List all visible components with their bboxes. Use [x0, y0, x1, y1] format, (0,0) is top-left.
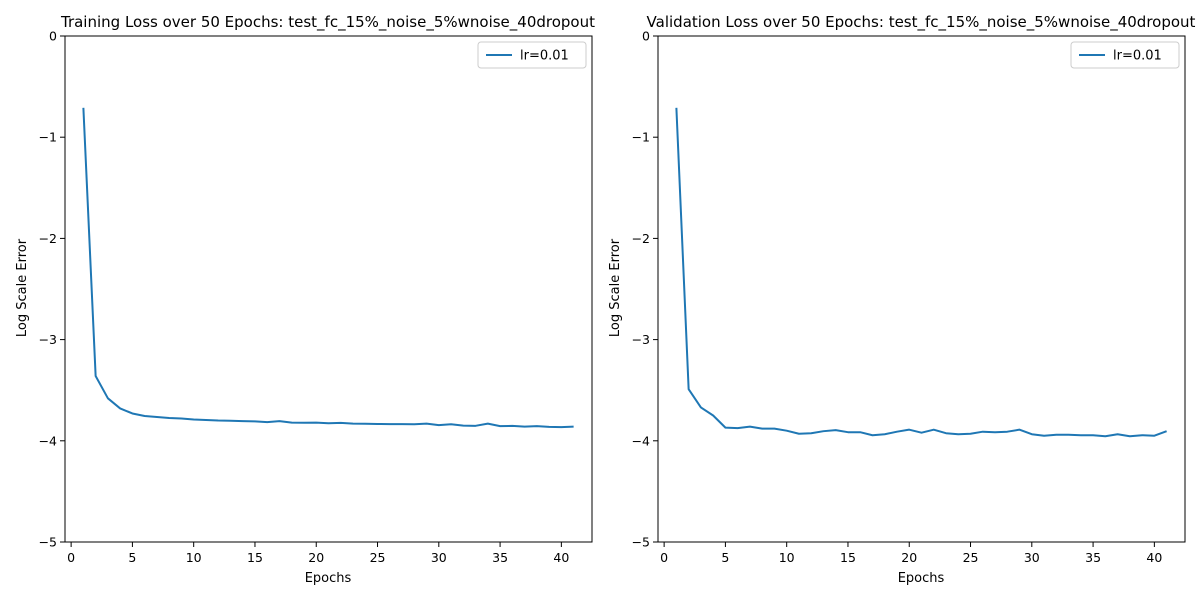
x-tick-label: 0 — [67, 550, 75, 565]
y-tick-label: −1 — [632, 130, 650, 145]
series-line — [675, 107, 1167, 438]
series-line — [82, 107, 574, 429]
x-tick-label: 30 — [1024, 550, 1040, 565]
x-tick-label: 10 — [779, 550, 795, 565]
y-tick-label: −2 — [632, 231, 650, 246]
x-tick-label: 0 — [660, 550, 668, 565]
y-tick-label: −4 — [632, 433, 650, 448]
x-axis-label: Epochs — [305, 571, 352, 586]
legend-box — [477, 41, 587, 69]
legend-label: lr=0.01 — [1113, 49, 1162, 64]
y-tick-label: −5 — [632, 535, 650, 550]
plot-frame — [657, 35, 1186, 543]
x-tick-label: 35 — [1085, 550, 1101, 565]
x-tick-label: 30 — [431, 550, 447, 565]
y-tick-label: −3 — [39, 332, 57, 347]
y-tick-label: 0 — [49, 29, 57, 44]
x-tick-label: 25 — [963, 550, 979, 565]
x-tick-label: 35 — [492, 550, 508, 565]
y-tick-label: −1 — [39, 130, 57, 145]
legend-box — [1070, 41, 1180, 69]
plot-frame — [64, 35, 593, 543]
legend: lr=0.01 — [1070, 41, 1180, 69]
x-tick-label: 20 — [901, 550, 917, 565]
x-tick-label: 40 — [553, 550, 569, 565]
x-tick-label: 15 — [840, 550, 856, 565]
training-loss-chart: Training Loss over 50 Epochs: test_fc_15… — [15, 13, 595, 586]
legend: lr=0.01 — [477, 41, 587, 69]
x-tick-label: 15 — [247, 550, 263, 565]
x-tick-label: 25 — [370, 550, 386, 565]
x-tick-label: 20 — [308, 550, 324, 565]
chart-title: Validation Loss over 50 Epochs: test_fc_… — [647, 13, 1196, 32]
x-axis-label: Epochs — [898, 571, 945, 586]
y-tick-label: −2 — [39, 231, 57, 246]
y-tick-label: −4 — [39, 433, 57, 448]
y-axis-label: Log Scale Error — [608, 238, 623, 337]
x-tick-label: 5 — [721, 550, 729, 565]
x-tick-label: 40 — [1146, 550, 1162, 565]
x-tick-label: 10 — [186, 550, 202, 565]
validation-loss-chart: Validation Loss over 50 Epochs: test_fc_… — [608, 13, 1196, 586]
x-tick-label: 5 — [128, 550, 136, 565]
y-tick-label: −3 — [632, 332, 650, 347]
y-tick-label: 0 — [642, 29, 650, 44]
y-axis-label: Log Scale Error — [15, 238, 30, 337]
y-tick-label: −5 — [39, 535, 57, 550]
chart-title: Training Loss over 50 Epochs: test_fc_15… — [60, 13, 595, 32]
legend-label: lr=0.01 — [520, 49, 569, 64]
